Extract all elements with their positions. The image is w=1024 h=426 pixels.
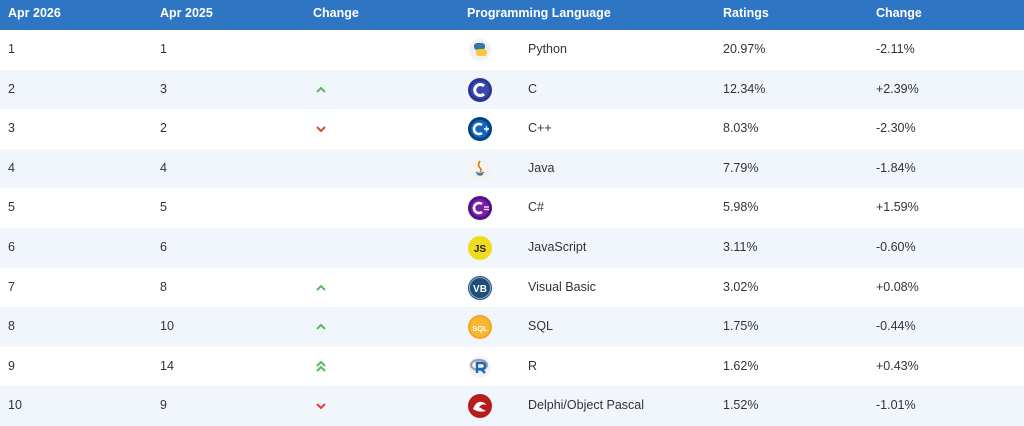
language-name: SQL [528, 319, 554, 334]
change-arrow [316, 360, 326, 372]
language-logo [468, 77, 492, 102]
rating: 5.98% [723, 200, 759, 215]
header-cell: Programming Language [467, 6, 611, 20]
table-row: 3 2 C++ 8.03% -2.30% [0, 109, 1024, 149]
rank-prev: 8 [160, 279, 167, 294]
rank-now: 6 [8, 240, 15, 254]
language-logo [468, 394, 492, 419]
rating: 1.52% [723, 398, 759, 413]
language-name: Java [528, 160, 555, 175]
rating-change: -1.84% [876, 160, 916, 175]
change-arrow [316, 323, 326, 330]
rating: 8.03% [723, 121, 759, 136]
rank-now: 8 [8, 319, 15, 334]
language-name: C# [528, 200, 544, 215]
language-logo [468, 117, 492, 142]
table-row: 2 3 C 12.34% +2.39% [0, 69, 1024, 110]
rating: 3.11% [723, 240, 758, 254]
rank-prev: 9 [160, 398, 167, 413]
logo-text: VB [473, 284, 487, 295]
rank-now: 1 [8, 42, 15, 56]
rank-now: 9 [8, 358, 15, 373]
table-row: 7 8 VB Visual Basic 3.02% +0.08% [0, 268, 1024, 308]
header-cell: Apr 2025 [160, 6, 213, 20]
rank-prev: 6 [160, 240, 167, 254]
language-logo: JS [468, 236, 492, 260]
change-arrow [316, 403, 326, 410]
table-row: 10 9 Delphi/Object Pascal 1.52% -1.01% [0, 386, 1024, 426]
table-row: 9 14 R 1.62% +0.43% [0, 347, 1024, 387]
rank-now: 5 [8, 200, 15, 215]
rating: 1.75% [723, 319, 759, 334]
language-name: C++ [528, 121, 552, 136]
rank-prev: 3 [160, 81, 167, 96]
language-logo: VB [468, 275, 492, 300]
rank-now: 7 [8, 279, 15, 294]
rating-change: -0.60% [876, 240, 916, 254]
table-row: 8 10 SQL SQL 1.75% -0.44% [0, 307, 1024, 347]
rating-change: -2.11% [876, 42, 915, 56]
rating: 12.34% [723, 81, 766, 96]
header-cell: Change [313, 6, 359, 20]
rating-change: -1.01% [876, 398, 916, 413]
rating: 3.02% [723, 279, 759, 294]
rating-change: +2.39% [876, 81, 919, 96]
language-name: R [528, 358, 538, 373]
rating: 7.79% [723, 160, 759, 175]
language-name: JavaScript [528, 240, 587, 254]
rating-change: +0.08% [876, 279, 919, 294]
rank-now: 10 [8, 398, 22, 413]
table-row: 5 5 C# 5.98% +1.59% [0, 188, 1024, 228]
logo-text: JS [474, 244, 487, 255]
rank-prev: 2 [160, 121, 167, 136]
table-row: 1 1 Python 20.97% -2.11% [0, 30, 1024, 70]
language-logo [469, 157, 491, 180]
table-header: Apr 2026 Apr 2025 Change Programming Langua… [0, 0, 1024, 30]
rank-prev: 14 [160, 358, 174, 373]
language-logo [469, 39, 491, 61]
header-cell: Apr 2026 [8, 6, 61, 20]
rank-now: 3 [8, 121, 15, 136]
change-arrow [316, 284, 326, 291]
rank-now: 4 [8, 160, 15, 175]
rank-prev: 1 [160, 42, 167, 56]
rating: 1.62% [723, 358, 759, 373]
language-logo [468, 196, 492, 221]
language-name: Visual Basic [528, 279, 596, 294]
rating-change: -2.30% [876, 121, 916, 136]
rating-change: -0.44% [876, 319, 916, 334]
rating: 20.97% [723, 42, 766, 56]
rating-change: +1.59% [876, 200, 919, 215]
logo-text: SQL [472, 324, 488, 333]
rank-prev: 4 [160, 160, 167, 175]
rank-prev: 5 [160, 200, 167, 215]
table-row: 4 4 Java 7.79% -1.84% [0, 148, 1024, 189]
language-logo: SQL [468, 315, 492, 340]
table-row: 6 6 JS JavaScript 3.11% -0.60% [0, 228, 1024, 268]
language-name: C [528, 81, 538, 96]
rank-now: 2 [8, 81, 15, 96]
header-cell: Ratings [723, 6, 769, 20]
change-arrow [316, 86, 326, 93]
header-cell: Change [876, 6, 922, 20]
rank-prev: 10 [160, 319, 174, 334]
rating-change: +0.43% [876, 358, 919, 373]
language-name: Python [528, 42, 567, 56]
language-name: Delphi/Object Pascal [528, 398, 645, 413]
change-arrow [316, 126, 326, 133]
language-logo [469, 355, 491, 378]
